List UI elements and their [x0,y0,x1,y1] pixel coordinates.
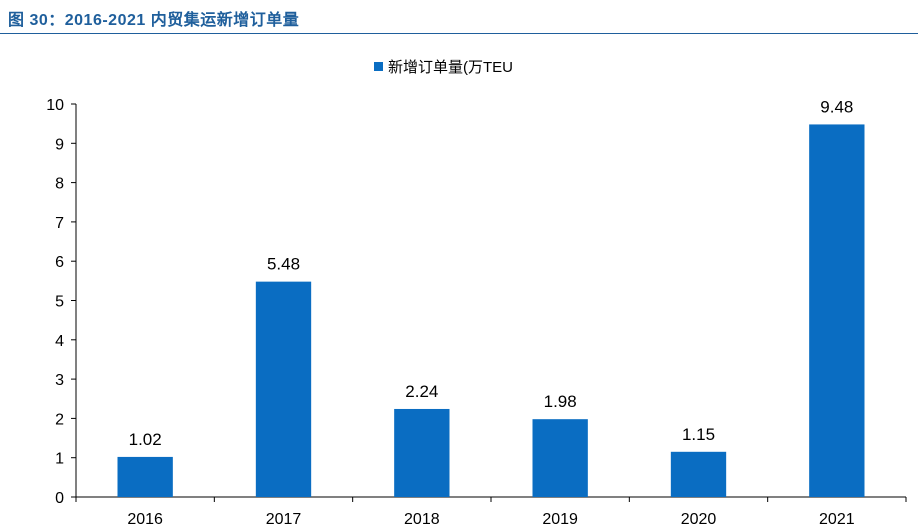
y-tick-label: 4 [55,333,64,350]
x-tick-label-2017: 2017 [266,511,302,528]
data-label-2018: 2.24 [405,382,438,401]
data-label-2020: 1.15 [682,425,715,444]
data-label-2019: 1.98 [544,392,577,411]
legend: 新增订单量(万TEU [374,59,513,76]
y-tick-label: 0 [55,490,64,507]
bar-2017 [255,281,312,497]
data-label-2016: 1.02 [129,430,162,449]
y-tick-label: 6 [55,254,64,271]
y-tick-label: 7 [55,215,64,232]
data-label-2021: 9.48 [820,97,853,116]
x-tick-label-2021: 2021 [819,511,855,528]
x-tick-label-2018: 2018 [404,511,440,528]
y-tick-label: 8 [55,176,64,193]
title-divider [0,33,918,34]
data-labels: 1.02 5.48 2.24 1.98 1.15 9.48 [129,97,854,448]
x-tick-label-2016: 2016 [127,511,163,528]
x-tick-label-2020: 2020 [681,511,717,528]
y-tick-label: 3 [55,372,64,389]
bar-2021 [809,124,865,497]
bar-2020 [670,451,727,497]
y-axis: 0 1 2 3 4 5 6 7 8 9 10 [46,97,77,507]
legend-label: 新增订单量(万TEU [388,59,513,76]
bar-2016 [117,456,173,497]
y-tick-label: 1 [55,451,64,468]
y-tick-label: 5 [55,294,64,311]
y-tick-label: 10 [46,97,64,114]
bar-2018 [394,408,450,497]
bar-series [117,124,865,497]
y-tick-label: 2 [55,411,64,428]
figure-title: 图 30：2016-2021 内贸集运新增订单量 [8,12,300,29]
x-axis: 2016 2017 2018 2019 2020 2021 [75,496,907,528]
legend-swatch [374,62,383,71]
bar-2019 [532,419,588,497]
data-label-2017: 5.48 [267,255,300,274]
x-tick-label-2019: 2019 [542,511,578,528]
y-tick-label: 9 [55,136,64,153]
